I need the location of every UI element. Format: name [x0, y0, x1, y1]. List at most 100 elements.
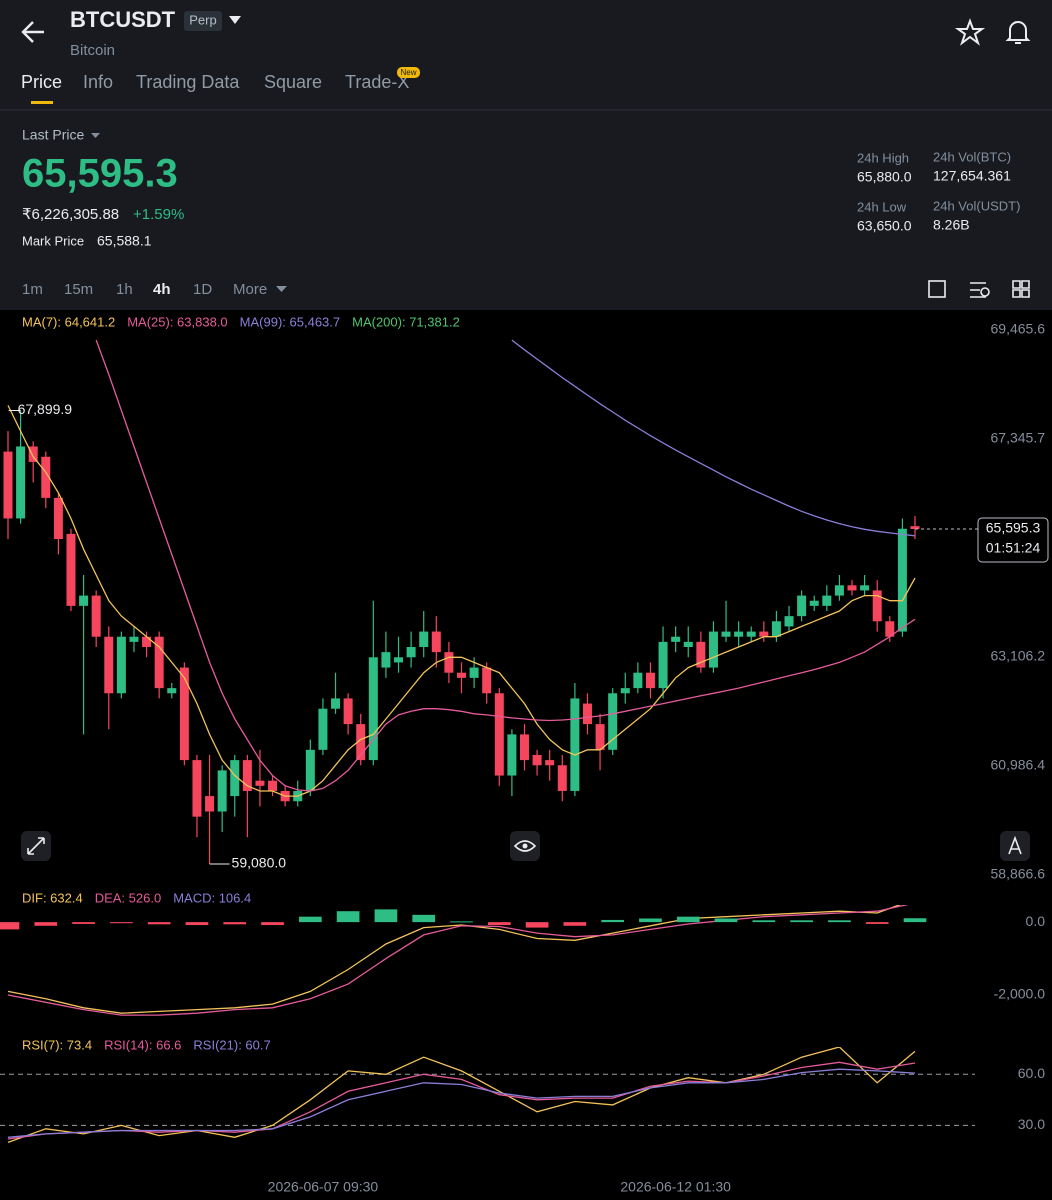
candle-body [318, 708, 328, 750]
candle-body [834, 585, 844, 596]
y-tick-label: -2,000.0 [994, 986, 1046, 1002]
rsi-line [7, 1061, 916, 1140]
candle-body [683, 641, 693, 647]
tab[interactable]: Price [21, 72, 62, 92]
candle-body [822, 595, 832, 606]
candle-body [671, 636, 681, 642]
candle-body [305, 749, 315, 791]
y-tick-label: 58,866.6 [991, 866, 1046, 882]
legend-entry: MA(25): 63,838.0 [127, 314, 227, 329]
new-badge: New [400, 68, 416, 77]
candle-body [192, 760, 202, 817]
candle-body [570, 698, 580, 791]
interval[interactable]: More [233, 281, 267, 298]
candle-body [444, 652, 454, 673]
macd-bar [487, 922, 511, 926]
legend-entry: MA(200): 71,381.2 [352, 314, 460, 329]
candle-body [79, 595, 89, 606]
y-tick-label: 0.0 [1026, 913, 1046, 929]
ma-line [511, 339, 916, 537]
macd-bar [298, 916, 322, 923]
macd-line [7, 905, 909, 1016]
last-price-label[interactable]: Last Price [22, 127, 84, 143]
candle-body [797, 595, 807, 617]
candle-body [255, 780, 265, 786]
stat-label: 24h Vol(BTC) [933, 149, 1011, 164]
eye-pupil [522, 843, 528, 849]
stat-value: 8.26B [933, 217, 970, 233]
macd-bar [676, 916, 700, 923]
low-label: 59,080.0 [232, 855, 287, 871]
interval[interactable]: 1h [116, 281, 133, 298]
candle-body [519, 734, 529, 761]
candle-body [885, 621, 895, 637]
fullscreen-icon[interactable] [928, 280, 946, 298]
candle-body [242, 760, 252, 791]
rsi-line [7, 1047, 916, 1144]
symbol[interactable]: BTCUSDT [70, 7, 176, 32]
favorite-icon[interactable] [954, 18, 986, 46]
back-button[interactable] [21, 21, 44, 43]
candle-body [507, 734, 517, 776]
candle-body [872, 590, 882, 622]
candle-body [746, 631, 756, 637]
tab[interactable]: Square [264, 72, 322, 92]
settings-icon[interactable] [970, 282, 986, 298]
macd-bar [147, 922, 171, 925]
candle-body [331, 698, 341, 709]
candle-body [66, 533, 76, 606]
candle-body [343, 698, 353, 725]
candle-body [847, 585, 857, 591]
macd-bar [450, 921, 473, 923]
interval[interactable]: 1D [193, 281, 212, 298]
y-tick-label: 63,106.2 [991, 648, 1046, 664]
interval[interactable]: 1m [22, 281, 43, 298]
macd-bar [714, 918, 738, 923]
ma-line [95, 339, 916, 792]
auto-scale-button[interactable] [1000, 831, 1030, 861]
y-tick-label: 67,345.7 [991, 430, 1046, 446]
legend-entry: MA(99): 65,463.7 [240, 314, 340, 329]
candle-body [217, 770, 227, 812]
legend-entry: DIF: 632.4 [22, 890, 83, 905]
candle-body [129, 636, 139, 642]
tab[interactable]: Trade-X [345, 72, 409, 92]
stat-value: 65,880.0 [857, 169, 912, 185]
legend-entry: DEA: 526.0 [95, 890, 162, 905]
macd-bar [790, 920, 813, 923]
alert-icon[interactable] [1005, 21, 1031, 44]
candle-body [696, 641, 706, 668]
high-label: 67,899.9 [18, 401, 73, 417]
macd-bar [110, 922, 133, 924]
dropdown [91, 133, 100, 138]
macd-bar [601, 919, 625, 923]
candle-body [771, 621, 781, 637]
candle-body [419, 631, 429, 647]
x-tick-label: 2026-06-12 01:30 [620, 1179, 731, 1195]
layout-icon[interactable] [1012, 280, 1030, 298]
perp-badge: Perp [189, 12, 216, 27]
legend-entry: MA(7): 64,641.2 [22, 314, 115, 329]
candle-body [532, 754, 542, 766]
interval[interactable]: 15m [64, 281, 93, 298]
tab[interactable]: Info [83, 72, 113, 92]
symbol-dropdown[interactable] [229, 16, 241, 24]
interval[interactable]: 4h [153, 281, 171, 298]
new-badge-bg [397, 67, 420, 78]
candle-body [205, 796, 215, 812]
candle-body [759, 631, 769, 637]
candle-body [658, 641, 668, 689]
candle-body [494, 693, 504, 776]
tab[interactable]: Trading Data [136, 72, 240, 92]
legend-entry: RSI(14): 66.6 [104, 1037, 181, 1052]
candle-body [3, 451, 13, 519]
macd-bar [185, 922, 209, 926]
candle-body [381, 652, 391, 668]
legend-entry: RSI(21): 60.7 [193, 1037, 270, 1052]
candle-body [897, 528, 907, 632]
candle-body [860, 585, 870, 591]
candle-body [784, 616, 794, 627]
macd-bar [525, 922, 549, 928]
candle-body [633, 672, 643, 689]
candle-body [608, 693, 618, 750]
